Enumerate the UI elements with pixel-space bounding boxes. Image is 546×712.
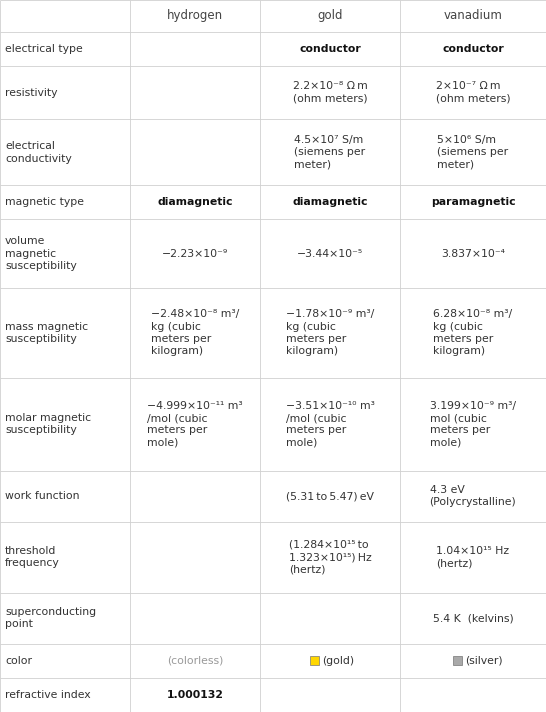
Bar [310,656,319,665]
Text: superconducting
point: superconducting point [5,607,96,629]
Text: 4.3 eV
(Polycrystalline): 4.3 eV (Polycrystalline) [430,485,517,508]
Text: (colorless): (colorless) [167,656,223,666]
Text: 3.837×10⁻⁴: 3.837×10⁻⁴ [441,248,505,258]
Text: 2.2×10⁻⁸ Ω m
(ohm meters): 2.2×10⁻⁸ Ω m (ohm meters) [293,81,367,104]
Text: diamagnetic: diamagnetic [292,197,368,207]
Text: threshold
frequency: threshold frequency [5,546,60,568]
Text: −3.44×10⁻⁵: −3.44×10⁻⁵ [297,248,363,258]
Text: 6.28×10⁻⁸ m³/
kg (cubic
meters per
kilogram): 6.28×10⁻⁸ m³/ kg (cubic meters per kilog… [434,309,513,357]
Text: 1.000132: 1.000132 [167,690,223,700]
Text: 2×10⁻⁷ Ω m
(ohm meters): 2×10⁻⁷ Ω m (ohm meters) [436,81,511,104]
Text: conductor: conductor [442,43,504,54]
Text: 5.4 K  (kelvins): 5.4 K (kelvins) [432,613,513,623]
Text: refractive index: refractive index [5,690,91,700]
Text: 5×10⁶ S/m
(siemens per
meter): 5×10⁶ S/m (siemens per meter) [437,135,508,169]
Bar [453,656,462,665]
Text: magnetic type: magnetic type [5,197,84,207]
Text: (5.31 to 5.47) eV: (5.31 to 5.47) eV [286,491,374,501]
Text: electrical type: electrical type [5,43,83,54]
Text: 4.5×10⁷ S/m
(siemens per
meter): 4.5×10⁷ S/m (siemens per meter) [294,135,366,169]
Text: molar magnetic
susceptibility: molar magnetic susceptibility [5,413,91,436]
Text: −2.23×10⁻⁹: −2.23×10⁻⁹ [162,248,228,258]
Text: resistivity: resistivity [5,88,57,98]
Text: diamagnetic: diamagnetic [157,197,233,207]
Text: −1.78×10⁻⁹ m³/
kg (cubic
meters per
kilogram): −1.78×10⁻⁹ m³/ kg (cubic meters per kilo… [286,309,374,357]
Text: (gold): (gold) [322,656,354,666]
Text: −3.51×10⁻¹⁰ m³
/mol (cubic
meters per
mole): −3.51×10⁻¹⁰ m³ /mol (cubic meters per mo… [286,401,375,448]
Text: conductor: conductor [299,43,361,54]
Text: color: color [5,656,32,666]
Text: volume
magnetic
susceptibility: volume magnetic susceptibility [5,236,77,271]
Text: (silver): (silver) [465,656,503,666]
Text: hydrogen: hydrogen [167,9,223,22]
Text: gold: gold [317,9,343,22]
Text: mass magnetic
susceptibility: mass magnetic susceptibility [5,322,88,344]
Text: (1.284×10¹⁵ to
1.323×10¹⁵) Hz
(hertz): (1.284×10¹⁵ to 1.323×10¹⁵) Hz (hertz) [289,540,371,575]
Text: paramagnetic: paramagnetic [431,197,515,207]
Text: vanadium: vanadium [443,9,502,22]
Text: 1.04×10¹⁵ Hz
(hertz): 1.04×10¹⁵ Hz (hertz) [436,546,509,568]
Text: −2.48×10⁻⁸ m³/
kg (cubic
meters per
kilogram): −2.48×10⁻⁸ m³/ kg (cubic meters per kilo… [151,309,239,357]
Text: electrical
conductivity: electrical conductivity [5,141,72,164]
Text: work function: work function [5,491,80,501]
Text: −4.999×10⁻¹¹ m³
/mol (cubic
meters per
mole): −4.999×10⁻¹¹ m³ /mol (cubic meters per m… [147,401,243,448]
Text: 3.199×10⁻⁹ m³/
mol (cubic
meters per
mole): 3.199×10⁻⁹ m³/ mol (cubic meters per mol… [430,401,516,448]
